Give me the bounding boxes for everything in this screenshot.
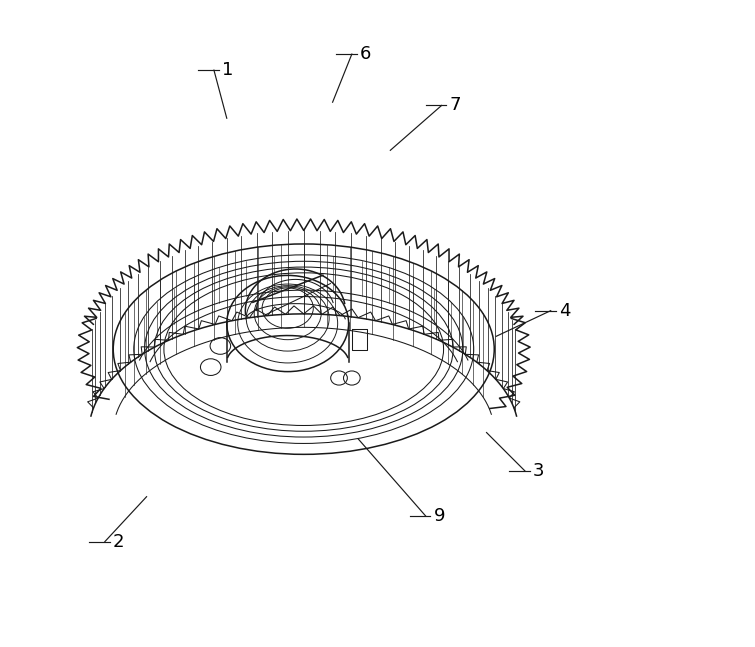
Ellipse shape xyxy=(89,230,519,468)
Text: 9: 9 xyxy=(433,507,445,525)
Text: 6: 6 xyxy=(360,45,371,63)
Text: 1: 1 xyxy=(222,61,233,79)
Text: 7: 7 xyxy=(450,96,461,115)
Text: 2: 2 xyxy=(113,532,125,551)
Text: 3: 3 xyxy=(533,462,544,480)
Text: 4: 4 xyxy=(559,302,570,320)
